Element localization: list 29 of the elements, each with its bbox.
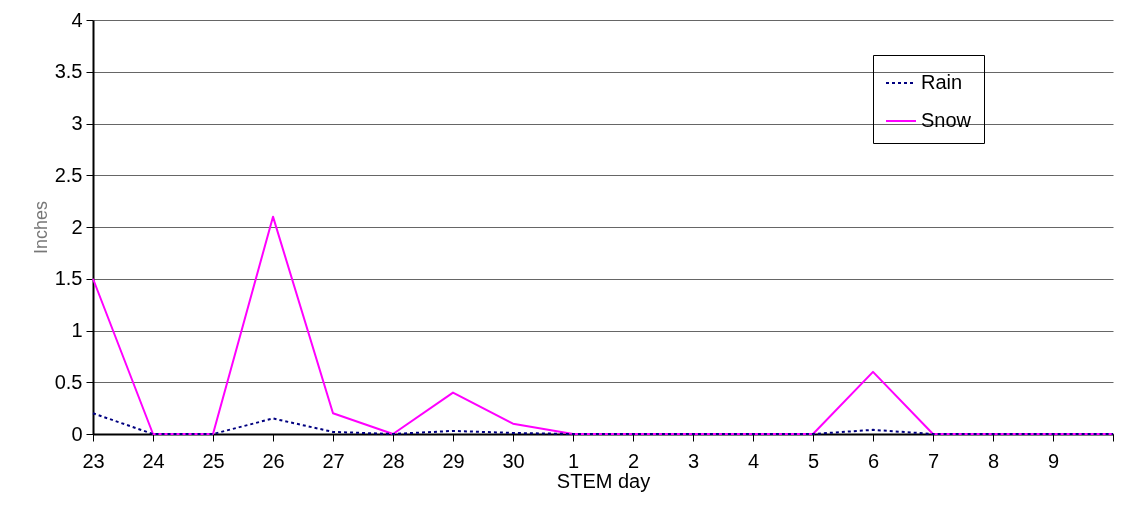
x-tick-label: 5 bbox=[807, 449, 820, 472]
x-tick-label: 26 bbox=[262, 449, 285, 472]
y-tick-label: 2 bbox=[71, 215, 83, 238]
x-tick-label: 3 bbox=[687, 449, 700, 472]
legend-label: Rain bbox=[921, 71, 963, 93]
x-tick-label: 2 bbox=[627, 449, 640, 472]
x-tick-label: 24 bbox=[142, 449, 165, 472]
x-tick-label: 8 bbox=[987, 449, 1000, 472]
x-tick-label: 27 bbox=[322, 449, 345, 472]
y-tick-label: 3 bbox=[71, 112, 83, 134]
y-tick-label: 3.5 bbox=[54, 60, 83, 83]
x-tick-label: 1 bbox=[567, 449, 580, 472]
y-tick-label: 4 bbox=[71, 8, 83, 31]
y-tick-label: 0 bbox=[71, 422, 83, 445]
x-tick-label: 28 bbox=[382, 449, 405, 472]
x-tick-label: 30 bbox=[502, 449, 525, 472]
x-tick-label: 29 bbox=[442, 449, 465, 472]
y-tick-label: 1.5 bbox=[54, 267, 83, 290]
y-tick-label: 0.5 bbox=[54, 370, 83, 393]
x-tick-label: 7 bbox=[927, 449, 940, 472]
x-tick-label: 25 bbox=[202, 449, 225, 472]
x-axis-title: STEM day bbox=[556, 469, 651, 492]
x-tick-label: 4 bbox=[747, 449, 760, 472]
y-axis-title: Inches bbox=[30, 200, 51, 255]
y-tick-label: 1 bbox=[71, 319, 83, 341]
x-tick-label: 23 bbox=[82, 449, 105, 472]
x-tick-label: 9 bbox=[1047, 449, 1060, 472]
x-tick-label: 6 bbox=[867, 449, 880, 472]
y-tick-label: 2.5 bbox=[54, 163, 83, 186]
